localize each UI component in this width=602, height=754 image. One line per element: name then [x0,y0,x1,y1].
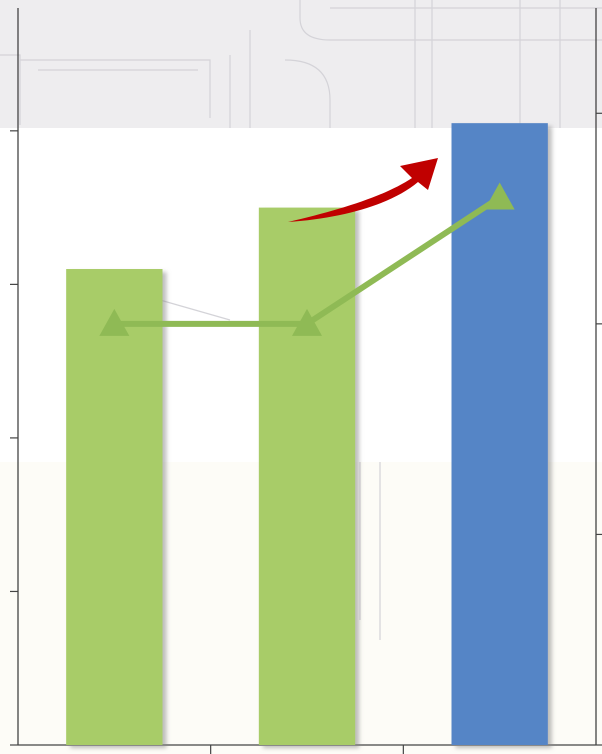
triangle-marker [484,182,515,210]
pipe-watermark [0,0,602,640]
bars-group [66,123,548,745]
trend-arrow-shape [288,158,438,222]
trend-arrow [288,158,438,222]
bar [66,269,163,745]
bar [258,207,356,745]
overlay-line-group [99,182,515,336]
triangle-marker [292,308,322,336]
top-background-band [0,0,602,128]
bar [451,123,548,745]
triangle-marker [99,308,130,336]
